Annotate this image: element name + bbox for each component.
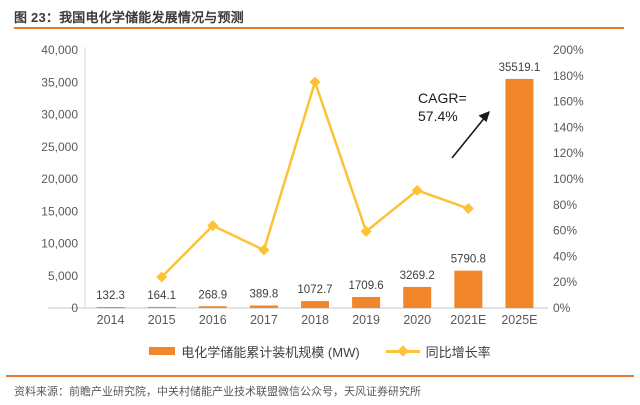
- svg-text:2021E: 2021E: [450, 313, 486, 327]
- legend-label-installed-capacity: 电化学储能累计装机规模 (MW): [181, 344, 360, 360]
- svg-text:5790.8: 5790.8: [451, 254, 486, 266]
- svg-text:389.8: 389.8: [249, 288, 278, 300]
- svg-text:0%: 0%: [553, 301, 571, 315]
- svg-text:140%: 140%: [553, 120, 584, 134]
- svg-text:2019: 2019: [352, 313, 380, 327]
- svg-text:2017: 2017: [250, 313, 278, 327]
- source-note: 资料来源：前瞻产业研究院，中关村储能产业技术联盟微信公众号，天风证券研究所: [14, 386, 421, 398]
- legend-item-installed-capacity: 电化学储能累计装机规模 (MW): [149, 342, 360, 361]
- svg-text:1709.6: 1709.6: [349, 280, 384, 292]
- svg-text:30,000: 30,000: [41, 108, 78, 122]
- svg-text:100%: 100%: [553, 172, 584, 186]
- svg-text:268.9: 268.9: [198, 289, 227, 301]
- svg-text:200%: 200%: [553, 43, 584, 57]
- svg-text:2016: 2016: [199, 313, 227, 327]
- combo-chart: 0 5,000 10,000 15,000 20,000 25,000 30,000 35,0…: [41, 43, 584, 327]
- svg-text:60%: 60%: [553, 224, 577, 238]
- svg-text:2015: 2015: [148, 313, 176, 327]
- bar-series-swatch-icon: [149, 347, 176, 355]
- chart-area: 0 5,000 10,000 15,000 20,000 25,000 30,000 35,0…: [0, 35, 640, 335]
- svg-text:40,000: 40,000: [41, 43, 78, 57]
- svg-text:3269.2: 3269.2: [400, 270, 435, 282]
- svg-text:2020: 2020: [403, 313, 431, 327]
- legend-label-yoy-growth: 同比增长率: [425, 344, 491, 360]
- chart-legend: 电化学储能累计装机规模 (MW) 同比增长率: [0, 342, 640, 360]
- svg-text:2018: 2018: [301, 313, 329, 327]
- svg-text:120%: 120%: [553, 146, 584, 160]
- footer-divider: [6, 375, 634, 377]
- svg-text:2014: 2014: [97, 313, 125, 327]
- svg-text:1072.7: 1072.7: [297, 284, 332, 296]
- svg-text:180%: 180%: [553, 69, 584, 83]
- svg-text:40%: 40%: [553, 249, 577, 263]
- svg-text:164.1: 164.1: [147, 290, 176, 302]
- svg-text:20,000: 20,000: [41, 172, 78, 186]
- svg-text:5,000: 5,000: [48, 269, 78, 283]
- svg-text:2025E: 2025E: [501, 313, 537, 327]
- svg-text:20%: 20%: [553, 275, 577, 289]
- figure-title: 图 23：我国电化学储能发展情况与预测: [14, 10, 244, 25]
- svg-text:35519.1: 35519.1: [499, 62, 541, 74]
- legend-item-yoy-growth: 同比增长率: [385, 342, 491, 361]
- svg-text:15,000: 15,000: [41, 204, 78, 218]
- svg-text:25,000: 25,000: [41, 140, 78, 154]
- svg-text:132.3: 132.3: [96, 290, 125, 302]
- svg-text:CAGR=: CAGR=: [418, 90, 467, 106]
- svg-text:35,000: 35,000: [41, 75, 78, 89]
- svg-text:0: 0: [71, 301, 78, 315]
- svg-text:160%: 160%: [553, 95, 584, 109]
- svg-text:10,000: 10,000: [41, 237, 78, 251]
- svg-text:57.4%: 57.4%: [418, 108, 458, 124]
- svg-text:80%: 80%: [553, 198, 577, 212]
- title-divider: [14, 27, 624, 29]
- line-series-swatch-icon: [385, 345, 420, 357]
